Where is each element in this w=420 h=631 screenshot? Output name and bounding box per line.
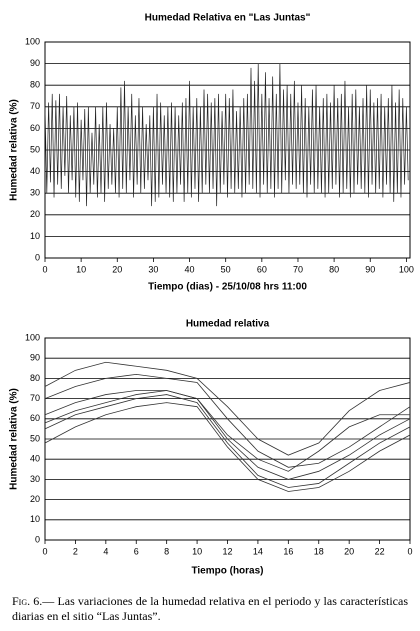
y-tick-label: 100 — [25, 332, 40, 342]
caption-text: Las variaciones de la humedad relativa e… — [12, 594, 408, 623]
caption: Fig. 6.— Las variaciones de la humedad r… — [12, 594, 408, 624]
y-tick-label: 100 — [25, 36, 40, 46]
x-tick-label: 50 — [221, 264, 231, 274]
y-tick-label: 80 — [30, 373, 40, 383]
plot-frame — [44, 337, 411, 541]
x-axis-label: Tiempo (dias) - 25/10/08 hrs 11:00 — [148, 282, 307, 293]
x-tick-label: 4 — [103, 546, 108, 556]
x-tick-label: 80 — [329, 264, 339, 274]
caption-label: Fig. 6.— — [12, 594, 55, 608]
x-tick-label: 10 — [192, 546, 202, 556]
y-tick-label: 60 — [30, 123, 40, 133]
x-tick-label: 0 — [42, 264, 47, 274]
plot-frame — [44, 41, 411, 259]
y-tick-label: 80 — [30, 80, 40, 90]
x-tick-label: 0 — [42, 546, 47, 556]
y-tick-label: 30 — [30, 188, 40, 198]
x-tick-label: 40 — [185, 264, 195, 274]
y-tick-label: 70 — [30, 393, 40, 403]
chart-title: Humedad relativa — [186, 319, 270, 330]
x-tick-label: 6 — [134, 546, 139, 556]
x-tick-label: 20 — [112, 264, 122, 274]
y-tick-label: 70 — [30, 101, 40, 111]
data-line — [44, 390, 410, 472]
x-tick-label: 12 — [222, 546, 232, 556]
y-tick-label: 20 — [30, 494, 40, 504]
x-tick-label: 14 — [253, 546, 263, 556]
data-line — [44, 390, 411, 480]
y-axis-label: Humedad relativa (%) — [9, 99, 20, 201]
x-tick-label: 0 — [407, 546, 412, 556]
x-tick-label: 70 — [293, 264, 303, 274]
data-line — [44, 361, 411, 456]
y-tick-label: 10 — [30, 514, 40, 524]
y-tick-label: 10 — [30, 231, 40, 241]
y-tick-label: 90 — [30, 353, 40, 363]
figure: Humedad Relativa en "Las Juntas" Humedad … — [9, 13, 414, 577]
y-tick-label: 0 — [35, 252, 40, 262]
data-line — [44, 373, 411, 468]
x-axis-label: Tiempo (horas) — [191, 566, 263, 577]
y-tick-label: 40 — [30, 454, 40, 464]
x-tick-label: 30 — [148, 264, 158, 274]
x-tick-label: 10 — [76, 264, 86, 274]
y-tick-label: 50 — [30, 433, 40, 443]
x-tick-label: 8 — [164, 546, 169, 556]
chart-title: Humedad Relativa en "Las Juntas" — [145, 13, 311, 24]
x-tick-label: 22 — [375, 546, 385, 556]
y-tick-label: 50 — [30, 144, 40, 154]
x-tick-label: 100 — [399, 264, 414, 274]
y-tick-label: 90 — [30, 58, 40, 68]
data-line — [44, 394, 411, 488]
data-line — [44, 402, 411, 492]
y-tick-label: 20 — [30, 209, 40, 219]
x-tick-label: 18 — [314, 546, 324, 556]
x-tick-label: 90 — [365, 264, 375, 274]
data-line — [44, 63, 409, 207]
x-tick-label: 60 — [257, 264, 267, 274]
y-axis-label: Humedad relativa (%) — [9, 388, 20, 490]
x-tick-label: 16 — [283, 546, 293, 556]
x-tick-label: 20 — [344, 546, 354, 556]
x-tick-label: 2 — [73, 546, 78, 556]
y-tick-label: 0 — [35, 534, 40, 544]
y-tick-label: 60 — [30, 413, 40, 423]
y-tick-label: 30 — [30, 474, 40, 484]
y-tick-label: 40 — [30, 166, 40, 176]
